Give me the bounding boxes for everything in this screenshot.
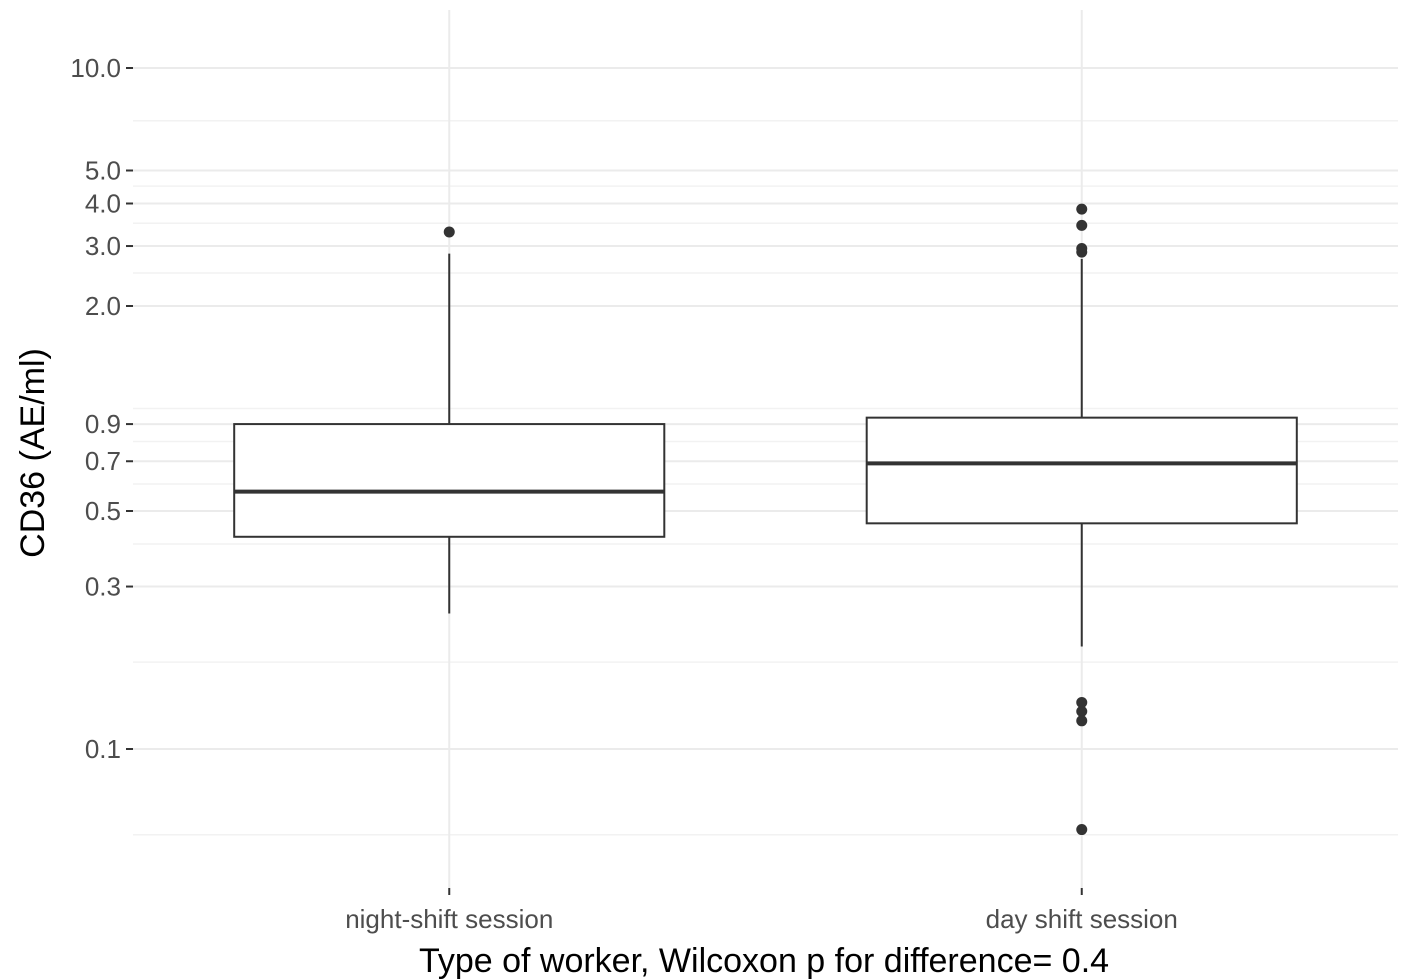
y-tick-label: 5.0	[85, 156, 121, 186]
outlier-point	[443, 226, 455, 238]
x-tick-label: night-shift session	[345, 904, 553, 934]
y-tick-label: 0.1	[85, 734, 121, 764]
y-tick-label: 3.0	[85, 231, 121, 261]
outlier-point	[1076, 824, 1088, 836]
y-tick-label: 0.7	[85, 446, 121, 476]
y-tick-label: 0.9	[85, 409, 121, 439]
y-axis: 0.1 0.3 0.5 0.7 0.9 2.0 3.0 4.05.0 10.0	[70, 53, 133, 764]
outlier-point	[1076, 715, 1088, 727]
box-group	[865, 203, 1298, 836]
y-tick-label: 10.0	[70, 53, 121, 83]
y-tick-label: 0.5	[85, 496, 121, 526]
outlier-point	[1076, 219, 1088, 231]
iqr-box	[865, 416, 1298, 525]
outlier-point	[1076, 246, 1088, 258]
x-axis-title: Type of worker, Wilcoxon p for differenc…	[419, 942, 1109, 980]
y-axis-title: CD36 (AE/ml)	[14, 348, 52, 558]
y-tick-label: 4.0	[85, 188, 121, 218]
iqr-box	[233, 423, 666, 538]
outlier-point	[1076, 203, 1088, 215]
boxes	[233, 203, 1298, 836]
y-tick-label: 2.0	[85, 291, 121, 321]
x-axis: night-shift session day shift session	[345, 888, 1178, 934]
x-tick-label: day shift session	[986, 904, 1178, 934]
outlier-point	[1076, 696, 1088, 708]
y-tick-label: 0.3	[85, 572, 121, 602]
box-group	[233, 226, 666, 614]
outlier-point	[1076, 705, 1088, 717]
